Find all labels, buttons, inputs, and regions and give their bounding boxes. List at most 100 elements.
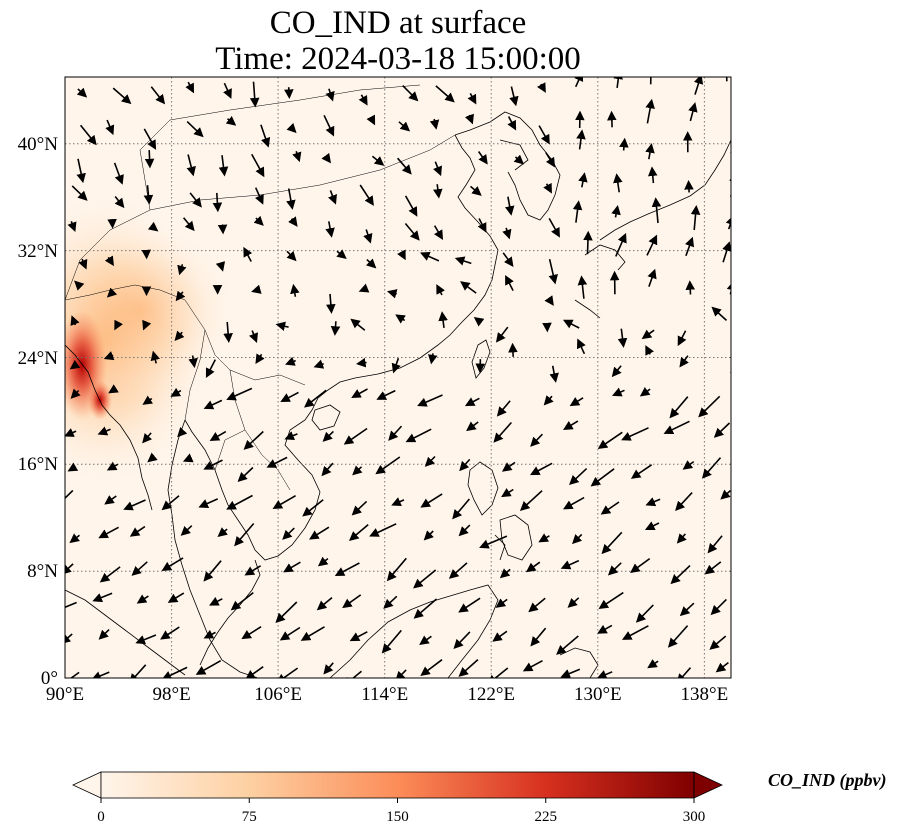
lat-tick: 32°N <box>18 241 59 262</box>
wind-arrow <box>304 389 327 408</box>
wind-arrow <box>645 345 654 356</box>
wind-arrow <box>351 388 368 398</box>
wind-arrow <box>241 626 262 640</box>
wind-arrow <box>464 113 474 125</box>
wind-arrow <box>525 561 541 573</box>
wind-arrow <box>144 150 155 169</box>
wind-arrow <box>203 399 223 410</box>
wind-arrow <box>613 173 623 193</box>
wind-arrow <box>709 635 727 650</box>
wind-arrow <box>336 249 347 259</box>
wind-arrow <box>103 351 115 361</box>
wind-arrow <box>203 629 216 639</box>
wind-arrow <box>129 525 146 537</box>
wind-arrow <box>722 241 731 263</box>
wind-arrow <box>641 329 655 340</box>
wind-arrow <box>396 157 412 175</box>
wind-arrow <box>685 280 696 295</box>
wind-arrow <box>647 166 658 184</box>
wind-arrow <box>275 321 289 331</box>
wind-arrow <box>363 229 373 244</box>
wind-arrow <box>343 427 368 445</box>
wind-arrow <box>388 425 403 441</box>
wind-arrow <box>645 143 655 160</box>
wind-arrow <box>572 533 583 545</box>
wind-arrow <box>330 321 341 336</box>
wind-arrow <box>436 284 445 296</box>
wind-arrow <box>611 365 622 378</box>
wind-arrow <box>185 81 195 94</box>
wind-arrow <box>253 215 264 226</box>
lat-tick: 8°N <box>27 561 58 582</box>
wind-arrow <box>682 460 695 470</box>
wind-arrow <box>651 197 662 224</box>
wind-arrow <box>309 526 330 540</box>
wind-arrow <box>730 107 731 125</box>
wind-arrow <box>203 459 223 470</box>
wind-arrow <box>477 151 488 165</box>
wind-arrow <box>180 525 193 536</box>
lon-tick: 130°E <box>574 684 622 705</box>
wind-arrow <box>601 531 623 555</box>
wind-arrow <box>596 670 613 678</box>
wind-arrow <box>473 316 485 327</box>
wind-arrow <box>225 115 237 126</box>
wind-arrow <box>98 526 119 539</box>
wind-arrow <box>611 204 621 218</box>
wind-arrow <box>143 128 157 150</box>
wind-arrow <box>282 527 295 540</box>
wind-arrow <box>76 158 86 184</box>
wind-arrow <box>129 664 147 678</box>
wind-arrow <box>326 293 336 314</box>
wind-arrow <box>528 597 546 613</box>
wind-arrow <box>607 110 617 128</box>
lon-tick: 138°E <box>681 684 729 705</box>
wind-arrow <box>420 493 443 508</box>
wind-arrow <box>369 523 397 537</box>
wind-arrow <box>348 523 369 541</box>
wind-arrow <box>572 200 583 223</box>
wind-arrow <box>413 598 438 619</box>
wind-arrow <box>413 569 437 589</box>
wind-arrow <box>402 85 419 102</box>
wind-arrow <box>613 77 624 89</box>
wind-arrow <box>560 559 580 570</box>
wind-arrow <box>404 195 418 217</box>
wind-arrow <box>371 155 385 166</box>
wind-arrow <box>597 624 613 634</box>
wind-arrow <box>195 660 222 675</box>
wind-arrow <box>563 420 579 431</box>
wind-arrow <box>679 355 689 368</box>
wind-arrow <box>71 185 88 201</box>
wind-arrow <box>710 598 727 616</box>
wind-arrow <box>563 496 585 510</box>
wind-arrow <box>114 319 123 331</box>
map-frame <box>64 76 732 679</box>
wind-arrow <box>460 281 477 294</box>
lon-tick: 98°E <box>152 684 190 705</box>
wind-arrow <box>161 495 180 511</box>
wind-arrow <box>530 627 547 647</box>
wind-arrow <box>280 391 299 403</box>
wind-arrow <box>667 625 689 648</box>
wind-arrow <box>359 184 374 206</box>
wind-arrow <box>260 124 271 148</box>
wind-arrow <box>704 561 722 575</box>
wind-arrow <box>70 315 80 326</box>
wind-arrow <box>69 533 80 544</box>
wind-arrow <box>136 594 149 604</box>
wind-arrow <box>383 595 398 609</box>
wind-arrow <box>351 500 368 516</box>
colorbar-extend-max <box>693 771 723 799</box>
colorbar-extend-min <box>72 771 102 799</box>
wind-arrow <box>495 326 509 343</box>
wind-arrow <box>142 432 153 444</box>
wind-arrow <box>711 306 728 321</box>
wind-arrow <box>502 252 514 267</box>
wind-arrow <box>251 284 262 294</box>
wind-arrow <box>147 452 158 463</box>
wind-arrow <box>161 666 188 678</box>
wind-arrow <box>177 264 187 276</box>
wind-arrow <box>244 565 262 576</box>
wind-arrow <box>104 495 117 505</box>
